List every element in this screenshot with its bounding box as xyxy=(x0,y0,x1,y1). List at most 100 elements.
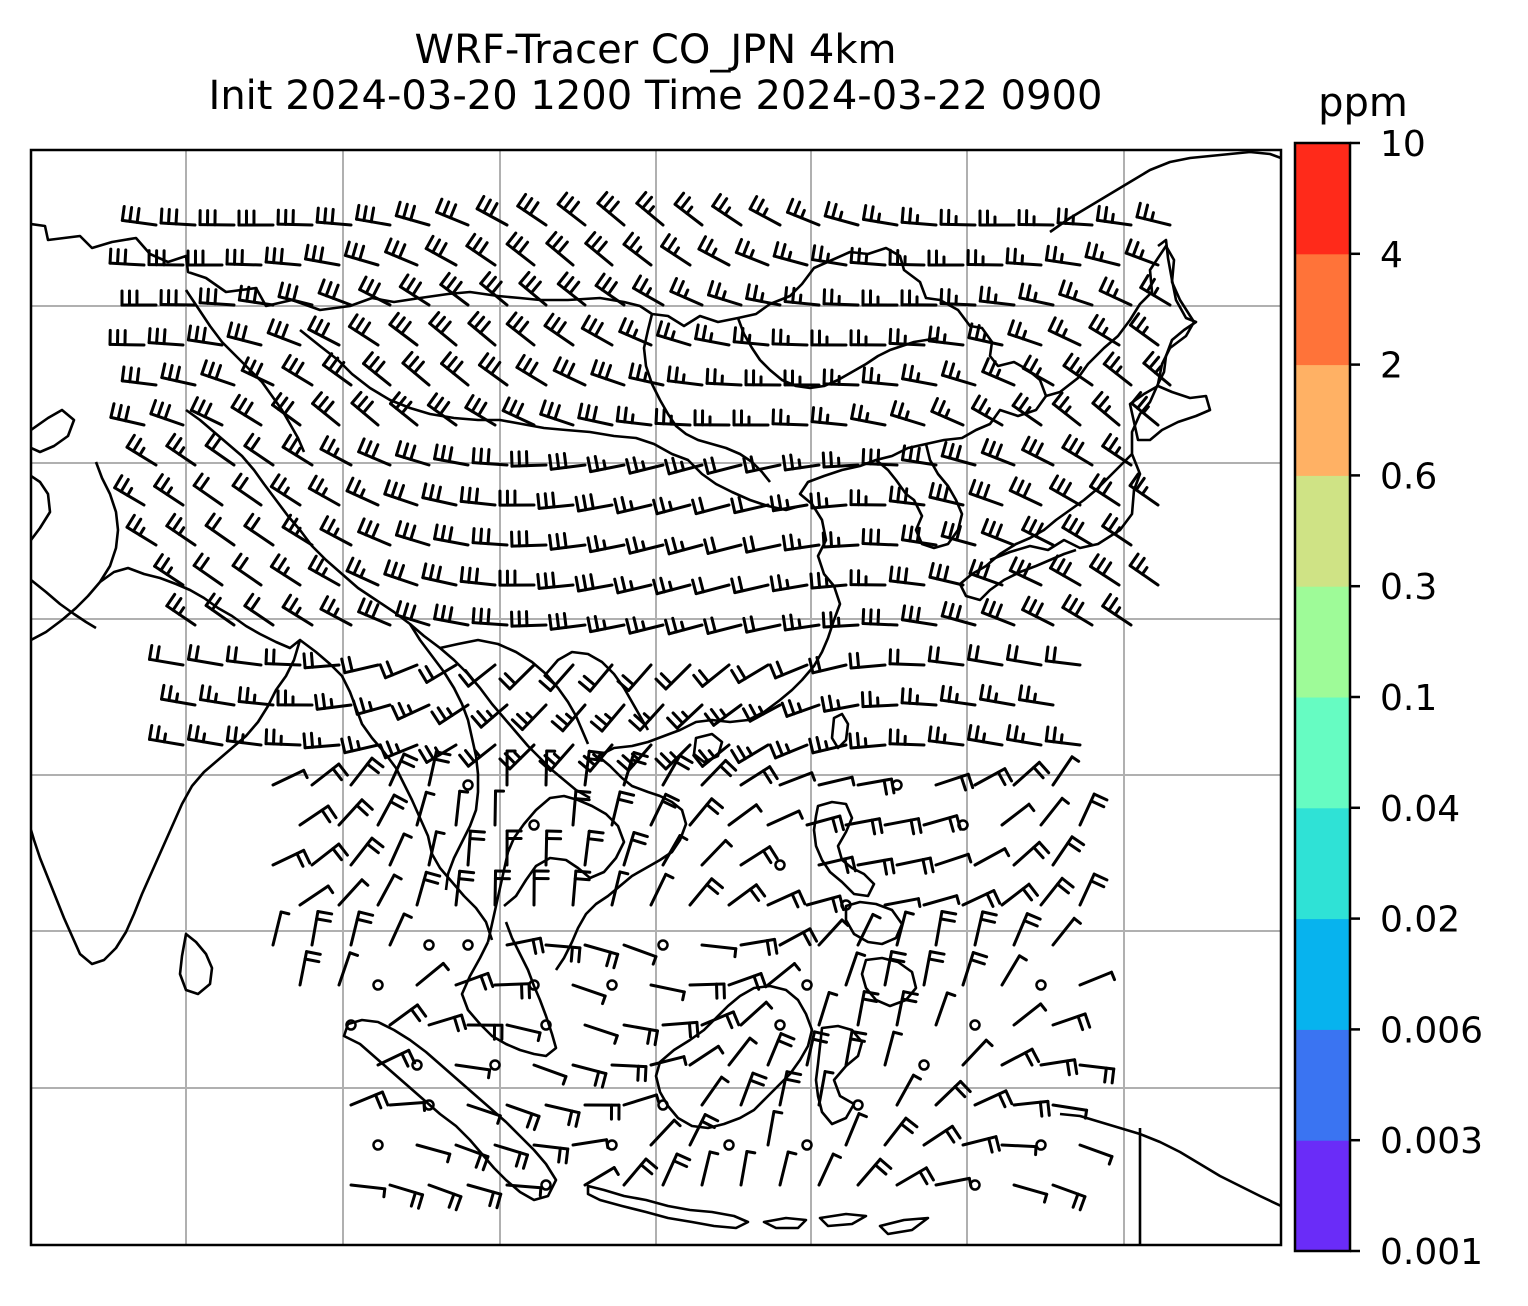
wind-barb xyxy=(1078,970,1117,987)
wind-barb xyxy=(810,406,848,427)
wind-barb xyxy=(900,206,938,227)
wind-barb xyxy=(281,353,314,387)
wind-barb xyxy=(358,275,392,307)
wind-barb xyxy=(979,683,1016,707)
wind-barb xyxy=(159,207,197,227)
wind-barb xyxy=(583,829,605,867)
wind-barb xyxy=(664,456,704,476)
title-line-2: Init 2024-03-20 1200 Time 2024-03-22 090… xyxy=(208,73,1103,119)
wind-barb xyxy=(376,1048,417,1068)
colorbar-tick-label: 0.006 xyxy=(1380,1010,1483,1051)
wind-barb xyxy=(340,655,380,675)
wind-barb xyxy=(895,990,919,1027)
wind-barb xyxy=(1021,595,1055,627)
wind-barb xyxy=(700,1075,730,1107)
wind-barb xyxy=(454,1143,490,1172)
wind-barb xyxy=(900,687,938,707)
wind-barb xyxy=(1058,279,1094,307)
wind-barb xyxy=(192,472,224,507)
wind-barb xyxy=(113,474,146,507)
wind-barb xyxy=(742,615,782,634)
wind-barb xyxy=(378,660,419,680)
wind-barb xyxy=(1078,1063,1116,1085)
wind-barb xyxy=(458,663,497,688)
wind-barb xyxy=(772,241,809,267)
wind-barb xyxy=(505,829,523,867)
border-inland-9 xyxy=(31,578,97,630)
wind-barb xyxy=(580,314,614,347)
wind-barb xyxy=(298,884,335,907)
wind-barb xyxy=(307,554,341,587)
wind-barb xyxy=(768,660,809,680)
wind-barb xyxy=(550,703,587,733)
wind-barb xyxy=(466,1103,502,1125)
wind-barb xyxy=(1128,312,1160,347)
wind-barb xyxy=(350,390,380,427)
wind-barb xyxy=(165,432,197,467)
wind-barb xyxy=(849,569,887,587)
wind-barb xyxy=(109,402,146,427)
wind-barb xyxy=(688,1113,720,1147)
wind-barb xyxy=(230,393,263,427)
wind-barb xyxy=(654,407,692,427)
wind-barb xyxy=(394,440,431,467)
wind-barb xyxy=(883,817,923,836)
wind-barb xyxy=(464,394,497,427)
wind-barb xyxy=(606,1139,618,1151)
wind-barb xyxy=(307,474,341,507)
wind-barb xyxy=(666,703,704,730)
wind-barb xyxy=(1091,390,1121,427)
wind-barb xyxy=(349,836,385,867)
wind-barb xyxy=(927,645,965,667)
wind-barb xyxy=(372,1139,384,1151)
colorbar-segment xyxy=(1295,697,1350,809)
colorbar-tick-label: 0.003 xyxy=(1380,1121,1483,1162)
wind-barb xyxy=(700,943,738,959)
wind-barb xyxy=(411,1059,423,1071)
wind-barb xyxy=(1078,792,1109,827)
wind-barb xyxy=(1089,553,1121,587)
wind-barbs xyxy=(108,190,1172,1212)
wind-barb xyxy=(852,1099,864,1111)
wind-barb xyxy=(1035,979,1047,991)
wind-barb xyxy=(498,663,536,691)
wind-barb xyxy=(586,454,626,474)
wind-barb xyxy=(264,246,302,267)
wind-barb xyxy=(1084,241,1121,267)
wind-barb xyxy=(1061,513,1094,547)
wind-barb xyxy=(727,803,763,827)
wind-barb xyxy=(1005,247,1043,267)
wind-barb xyxy=(440,351,470,387)
wind-barb xyxy=(660,233,692,267)
wind-barb xyxy=(622,1157,659,1187)
wind-barb xyxy=(204,512,236,547)
wind-barb xyxy=(271,910,291,947)
wind-barb xyxy=(454,789,470,827)
wind-barb xyxy=(281,513,314,547)
wind-barb xyxy=(345,1019,357,1031)
wind-barb xyxy=(664,536,704,556)
wind-barb xyxy=(856,1157,893,1187)
wind-barb xyxy=(888,565,926,587)
wind-barb xyxy=(1061,433,1094,467)
wind-barb xyxy=(372,979,384,991)
wind-barb xyxy=(817,1070,835,1107)
wind-barb xyxy=(940,360,977,387)
wind-barb xyxy=(1128,552,1160,587)
wind-barb xyxy=(934,991,957,1027)
wind-barb xyxy=(654,663,692,691)
coastline-taiwan xyxy=(830,712,850,750)
wind-barb xyxy=(655,320,692,347)
wind-barb xyxy=(147,327,185,347)
wind-barb xyxy=(821,451,860,469)
wind-barb xyxy=(426,392,458,427)
coastline-sumatra xyxy=(342,1018,558,1202)
wind-barb xyxy=(532,869,550,907)
wind-barb xyxy=(147,724,185,747)
wind-barb xyxy=(271,848,312,868)
wind-barb xyxy=(421,562,458,587)
wind-barb xyxy=(347,313,380,347)
wind-barb xyxy=(1039,1058,1079,1077)
wind-barb xyxy=(518,270,548,307)
wind-barb xyxy=(424,234,458,267)
